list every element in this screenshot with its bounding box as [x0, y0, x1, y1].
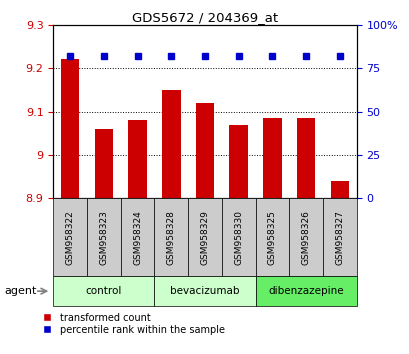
Text: GSM958327: GSM958327: [335, 210, 344, 265]
Bar: [296, 118, 315, 198]
Text: GSM958323: GSM958323: [99, 210, 108, 265]
Bar: [263, 118, 281, 198]
Bar: [61, 59, 79, 198]
Text: GSM958324: GSM958324: [133, 210, 142, 264]
Legend: transformed count, percentile rank within the sample: transformed count, percentile rank withi…: [38, 313, 225, 335]
Text: GSM958326: GSM958326: [301, 210, 310, 265]
Text: dibenzazepine: dibenzazepine: [267, 286, 343, 296]
Text: agent: agent: [4, 286, 36, 296]
Bar: [94, 129, 113, 198]
Text: GSM958329: GSM958329: [200, 210, 209, 265]
Text: GSM958328: GSM958328: [166, 210, 175, 265]
Title: GDS5672 / 204369_at: GDS5672 / 204369_at: [132, 11, 277, 24]
Text: GSM958322: GSM958322: [65, 210, 74, 264]
Bar: [229, 125, 247, 198]
Bar: [330, 181, 348, 198]
Text: control: control: [85, 286, 122, 296]
Bar: [128, 120, 146, 198]
Text: GSM958330: GSM958330: [234, 210, 243, 265]
Bar: [162, 90, 180, 198]
Text: bevacizumab: bevacizumab: [170, 286, 239, 296]
Bar: [195, 103, 214, 198]
Text: GSM958325: GSM958325: [267, 210, 276, 265]
